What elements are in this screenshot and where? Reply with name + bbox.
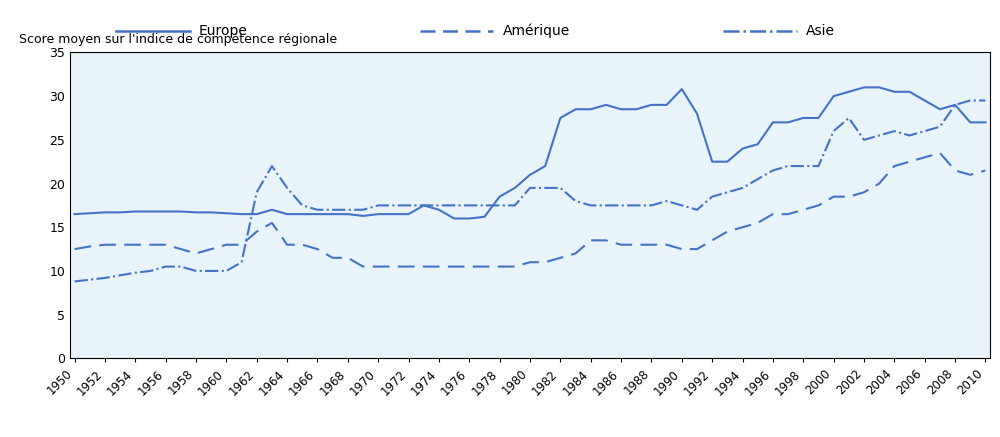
Asie [281, 185, 293, 191]
Amérique [934, 150, 946, 156]
Asie [554, 185, 566, 191]
Text: Score moyen sur l'indice de compétence régionale: Score moyen sur l'indice de compétence r… [19, 33, 338, 46]
Amérique [630, 242, 642, 247]
Asie [69, 279, 81, 284]
Asie [387, 203, 399, 208]
Amérique [403, 264, 415, 269]
Text: Europe: Europe [199, 24, 248, 38]
Amérique [281, 242, 293, 247]
Europe [888, 89, 900, 94]
Text: Asie: Asie [806, 24, 835, 38]
Europe [858, 85, 870, 90]
Europe [570, 107, 582, 112]
Line: Europe: Europe [75, 87, 985, 218]
Europe [251, 212, 263, 217]
Amérique [69, 246, 81, 252]
Europe [979, 120, 991, 125]
Asie [964, 98, 976, 103]
Amérique [251, 229, 263, 234]
Europe [630, 107, 642, 112]
Amérique [873, 181, 885, 186]
Text: Amérique: Amérique [502, 23, 570, 38]
Asie [979, 98, 991, 103]
Amérique [357, 264, 369, 269]
Europe [281, 212, 293, 217]
Europe [387, 212, 399, 217]
Europe [69, 212, 81, 217]
Line: Amérique: Amérique [75, 153, 985, 267]
Asie [615, 203, 627, 208]
Europe [448, 216, 460, 221]
Line: Asie: Asie [75, 101, 985, 281]
Amérique [570, 251, 582, 256]
Asie [858, 137, 870, 142]
Asie [251, 190, 263, 195]
Amérique [979, 168, 991, 173]
